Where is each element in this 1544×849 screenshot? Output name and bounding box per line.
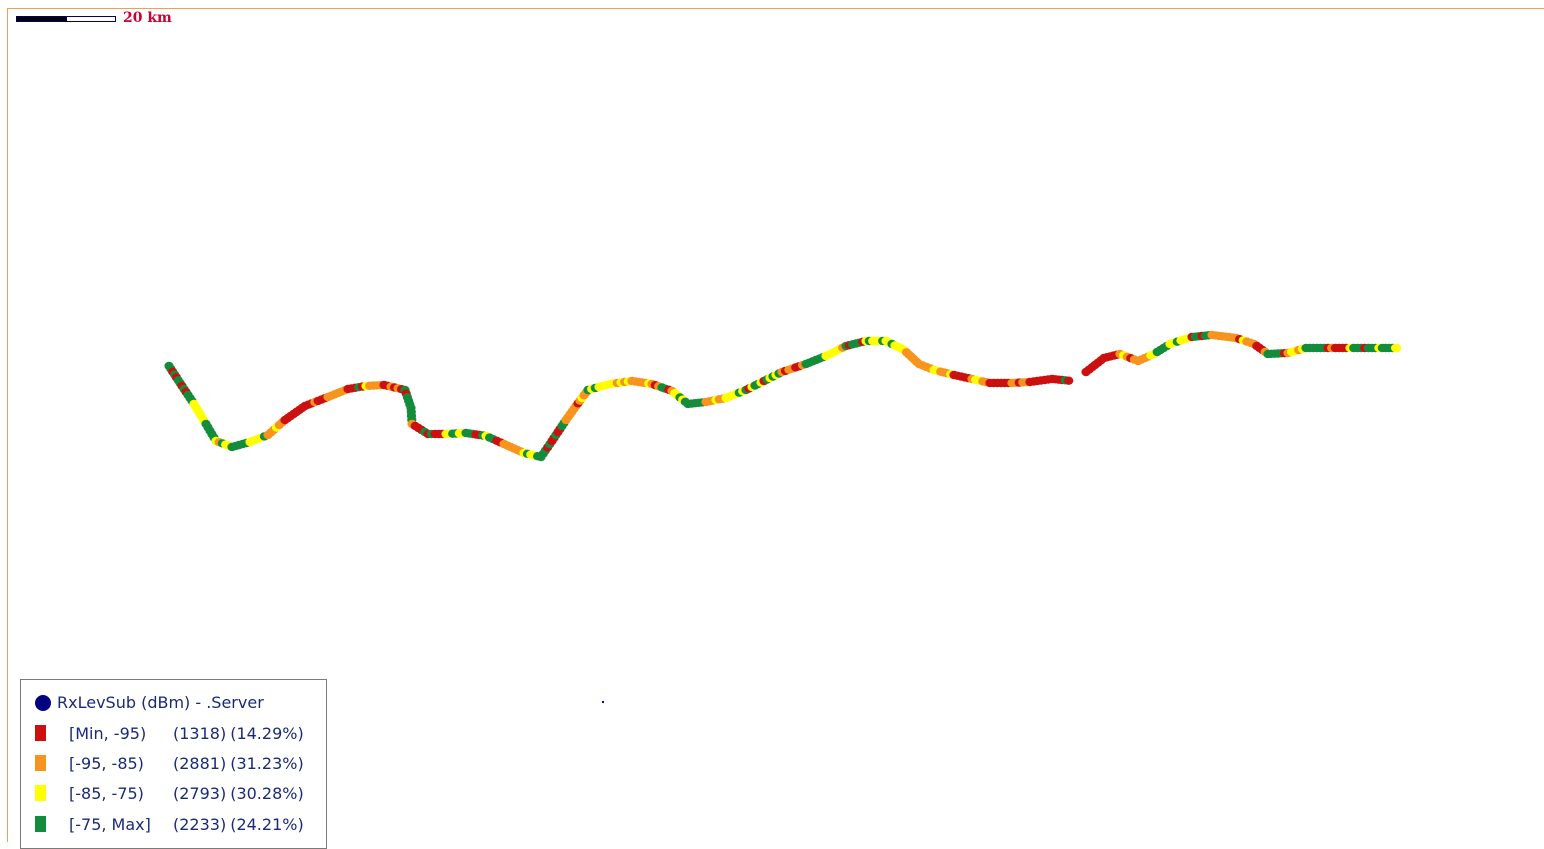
legend-item: [-85, -75) (2793) (30.28%): [35, 782, 325, 804]
legend-percent: (14.29%): [230, 723, 304, 743]
legend-title-dot-icon: [35, 694, 51, 711]
legend-item: [-75, Max] (2233) (24.21%): [35, 813, 325, 835]
legend-item: [-95, -85) (2881) (31.23%): [35, 752, 325, 774]
legend-count: (2881): [173, 753, 227, 773]
route-sample-point: [1064, 376, 1074, 385]
scale-bar-label: 20 km: [123, 10, 172, 26]
legend-range: [-75, Max]: [69, 814, 151, 834]
legend-swatch: [35, 816, 46, 832]
legend-title: RxLevSub (dBm) - .Server: [35, 693, 264, 712]
legend-count: (2793): [173, 783, 227, 803]
legend-count: (2233): [173, 814, 227, 834]
legend-range: [Min, -95): [69, 723, 147, 743]
legend-range: [-85, -75): [69, 783, 144, 803]
legend-percent: (24.21%): [230, 814, 304, 834]
legend-count: (1318): [173, 723, 227, 743]
legend-swatch: [35, 725, 46, 741]
legend-item: [Min, -95) (1318) (14.29%): [35, 722, 325, 744]
legend-swatch: [35, 755, 46, 771]
legend-percent: (31.23%): [230, 753, 304, 773]
legend-title-text: RxLevSub (dBm) - .Server: [57, 693, 264, 712]
route-sample-point: [1391, 343, 1401, 353]
legend-percent: (30.28%): [230, 783, 304, 803]
legend-panel: RxLevSub (dBm) - .Server [Min, -95) (131…: [20, 679, 327, 849]
legend-swatch: [35, 785, 46, 801]
map-center-marker: [602, 701, 604, 703]
scale-bar-graphic: [16, 16, 116, 22]
legend-range: [-95, -85): [69, 753, 144, 773]
